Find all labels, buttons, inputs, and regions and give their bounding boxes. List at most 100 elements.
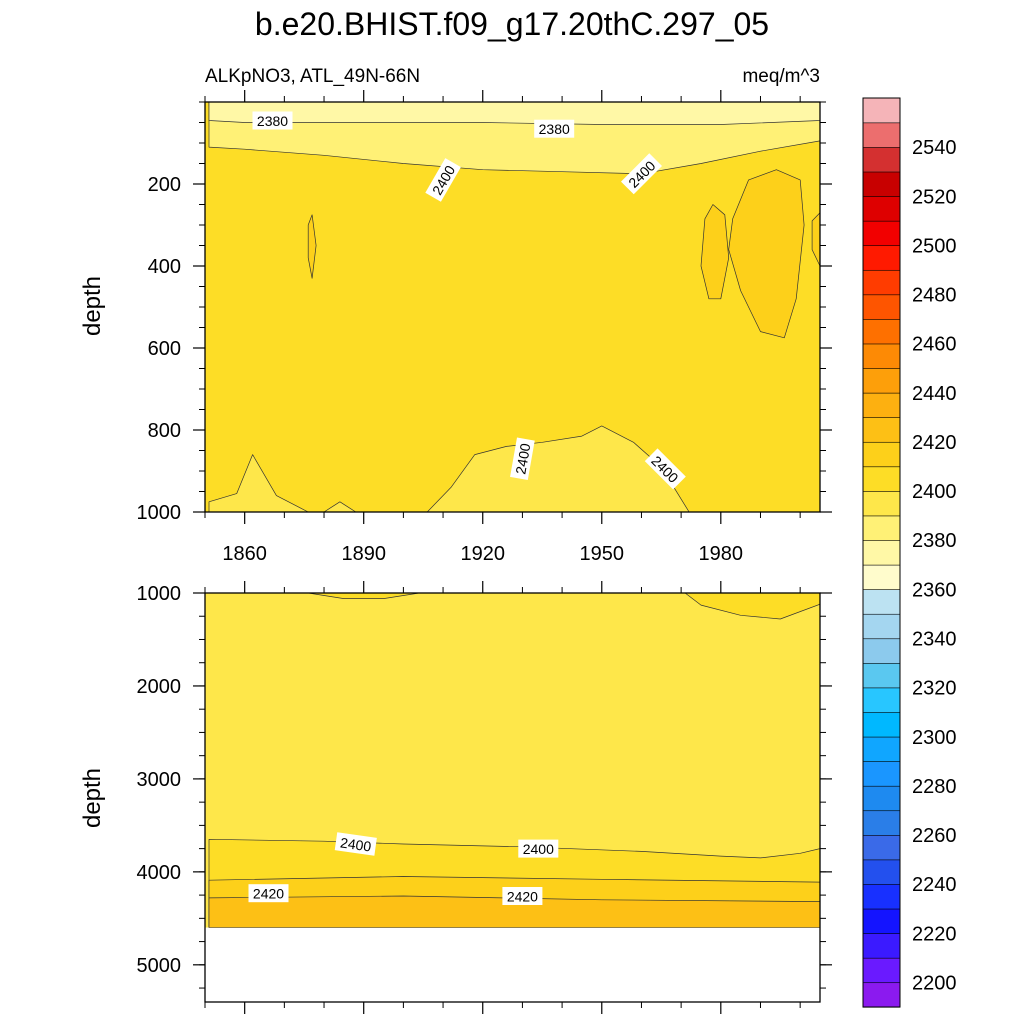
contour-field [205, 102, 820, 512]
contour-label-text: 2400 [523, 841, 554, 857]
colorbar-tick-label: 2200 [912, 972, 957, 994]
colorbar-box-2420 [862, 417, 901, 443]
colorbar-box-2190 [862, 982, 901, 1008]
colorbar-box-2510 [862, 195, 901, 222]
contour-region-0-9 [307, 214, 317, 279]
y-tick-label: 1000 [137, 583, 182, 605]
contour-region-1-3 [684, 593, 820, 620]
contour-region-0-8 [811, 212, 820, 267]
contour-label: 2380 [534, 119, 575, 138]
contour-label-box [620, 153, 663, 195]
colorbar-frame [862, 97, 901, 1008]
contour-label-box [518, 839, 559, 858]
colorbar-box-2330 [862, 638, 901, 664]
contour-label: 2400 [510, 437, 535, 480]
colorbar-box-2520 [862, 171, 901, 197]
chart-title: b.e20.BHIST.f09_g17.20thC.297_05 [255, 6, 769, 42]
colorbar-box-2400 [862, 466, 901, 492]
contour-label-box [248, 884, 289, 903]
y-tick-label: 5000 [137, 955, 182, 977]
y-tick-label: 2000 [137, 676, 182, 698]
x-tick-label: 1980 [699, 543, 744, 565]
colorbar-box-2320 [862, 662, 901, 689]
y-tick-label: 800 [148, 420, 181, 442]
x-tick-label: 1860 [222, 543, 267, 565]
contour-region-0-7 [728, 169, 805, 339]
colorbar-box-2250 [862, 834, 901, 861]
contour-label-text: 2380 [539, 121, 570, 137]
colorbar-box-2380 [862, 515, 901, 541]
colorbar-box-2440 [862, 367, 901, 394]
contour-region-0-3 [208, 454, 309, 512]
colorbar-box-2290 [862, 736, 901, 762]
colorbar-box-2390 [862, 490, 901, 517]
y-tick-label: 3000 [137, 769, 182, 791]
colorbar-box-2300 [862, 711, 901, 738]
y-tick-label: 600 [148, 338, 181, 360]
contour-label-box [502, 887, 543, 905]
contour-label-text: 2400 [339, 834, 372, 854]
contour-region-1-4 [307, 593, 420, 599]
colorbar-box-2430 [862, 392, 901, 418]
colorbar-box-2480 [862, 269, 901, 296]
chart-subtitle-left: ALKpNO3, ATL_49N-66N [205, 66, 420, 87]
contour-label-box [334, 832, 377, 856]
colorbar-box-2340 [862, 613, 901, 640]
contour-label: 2420 [502, 887, 543, 905]
contour-label-text: 2400 [512, 442, 533, 476]
colorbar-tick-label: 2420 [912, 432, 957, 454]
colorbar-tick-label: 2380 [912, 530, 957, 552]
y-axis-label: depth [79, 276, 106, 336]
plot-frame [204, 592, 821, 1003]
colorbar-tick-label: 2480 [912, 285, 957, 307]
colorbar-tick-label: 2260 [912, 825, 957, 847]
y-axis-label: depth [79, 768, 106, 828]
contour-field [205, 593, 820, 928]
colorbar-box-2490 [862, 245, 901, 271]
colorbar-tick-label: 2220 [912, 923, 957, 945]
colorbar-box-2410 [862, 441, 901, 468]
contour-label: 2400 [334, 832, 377, 856]
colorbar-tick-label: 2400 [912, 481, 957, 503]
colorbar-box-2450 [862, 343, 901, 369]
y-tick-label: 200 [148, 174, 181, 196]
colorbar-box-2200 [862, 957, 901, 984]
colorbar-tick-label: 2500 [912, 235, 957, 257]
contour-region-0-4 [323, 501, 357, 512]
colorbar-box-2540 [862, 122, 901, 148]
colorbar-tick-label: 2360 [912, 579, 957, 601]
contour-label-text: 2380 [257, 113, 288, 129]
colorbar-box-2350 [862, 589, 901, 615]
y-tick-label: 1000 [137, 502, 182, 524]
contour-label: 2380 [252, 111, 293, 130]
colorbar-tick-label: 2240 [912, 874, 957, 896]
contour-label-text: 2420 [253, 886, 284, 902]
colorbar-box-2360 [862, 564, 901, 590]
colorbar-tick-label: 2540 [912, 137, 957, 159]
contour-label-box [425, 158, 461, 202]
colorbar-tick-label: 2300 [912, 727, 957, 749]
colorbar: 2200 2220 2240 2260 2280 2300 2320 2340 2360 2380… [862, 97, 957, 1008]
colorbar-box-2210 [862, 932, 901, 959]
colorbar-box-2500 [862, 220, 901, 247]
x-tick-label: 1920 [460, 543, 505, 565]
chart-subtitle-right: meq/m^3 [742, 66, 820, 87]
contour-region-1-2 [208, 895, 820, 928]
lower-panel: 1000 2000 3000 4000 5000 depth 2400 2400 2420 242… [79, 581, 832, 1014]
upper-panel: 200 400 600 800 1000 1860 1890 1920 1950 1980 dept… [79, 90, 832, 565]
colorbar-box-2240 [862, 859, 901, 885]
contour-label-box [644, 448, 686, 490]
colorbar-box-2270 [862, 785, 901, 812]
colorbar-box-2530 [862, 146, 901, 173]
colorbar-box-2460 [862, 318, 901, 345]
x-tick-label: 1890 [341, 543, 386, 565]
colorbar-box-2370 [862, 539, 901, 566]
contour-region-0-2 [208, 102, 820, 125]
colorbar-tick-label: 2520 [912, 186, 957, 208]
colorbar-box-2220 [862, 908, 901, 934]
contour-label-box [252, 111, 293, 130]
colorbar-tick-label: 2280 [912, 776, 957, 798]
colorbar-box-2470 [862, 294, 901, 320]
contour-label: 2400 [518, 839, 559, 858]
contour-label-text: 2420 [507, 889, 538, 905]
